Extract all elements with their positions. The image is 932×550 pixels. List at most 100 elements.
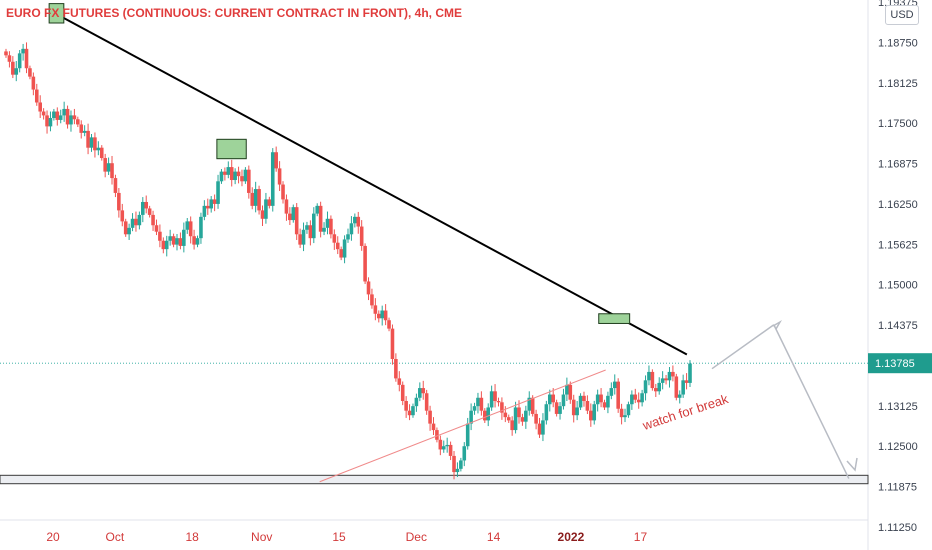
candle (4, 48, 8, 58)
candle (606, 391, 610, 414)
candle (14, 60, 19, 82)
candle (431, 417, 436, 435)
price-tick-label: 1.18125 (878, 78, 918, 90)
candle (684, 373, 689, 390)
candle (58, 109, 63, 124)
candle (216, 174, 220, 209)
arrow-head-up (772, 319, 783, 330)
candle (325, 211, 330, 235)
candle (421, 380, 426, 400)
candle (62, 101, 66, 122)
candle (346, 228, 350, 243)
candle (281, 181, 285, 204)
candle (229, 159, 234, 187)
candle (17, 50, 22, 73)
price-tick-label: 1.15625 (878, 239, 918, 251)
candle (260, 205, 265, 227)
candle (96, 141, 101, 156)
candle (178, 232, 183, 250)
candle (493, 384, 497, 408)
candle (315, 203, 320, 217)
price-tick-label: 1.16250 (878, 199, 918, 211)
candle (188, 216, 193, 244)
candle (288, 207, 292, 225)
candle (612, 374, 617, 395)
candle (589, 403, 593, 427)
candle (397, 371, 402, 392)
candle (404, 396, 408, 418)
candle (243, 167, 248, 184)
candle (79, 120, 84, 139)
candle (592, 400, 597, 425)
candle (459, 457, 463, 472)
candle (192, 229, 196, 250)
candle (448, 441, 453, 461)
candle (267, 196, 272, 209)
candle (120, 203, 125, 227)
candle (185, 218, 190, 234)
candle (647, 365, 651, 386)
candle (11, 56, 15, 79)
candle (335, 236, 340, 255)
candle (247, 165, 251, 199)
candle (688, 360, 692, 388)
candle (322, 222, 326, 236)
candle (551, 388, 555, 408)
candle (21, 43, 25, 61)
candle (158, 224, 162, 248)
time-tick-label: 15 (332, 530, 346, 544)
candle (223, 167, 227, 181)
last-price-badge-label: 1.13785 (875, 358, 915, 370)
candle (130, 213, 135, 232)
support-zone (0, 474, 869, 485)
candle (671, 365, 675, 382)
candle (99, 145, 104, 161)
candle (414, 393, 419, 412)
candle (486, 403, 491, 427)
candle (472, 402, 477, 415)
annotation-text: watch for break (640, 391, 731, 433)
candle (69, 110, 73, 132)
candle (41, 108, 46, 120)
currency-button[interactable]: USD (885, 5, 919, 25)
candle (677, 390, 682, 404)
candle (568, 381, 573, 404)
candle (45, 110, 49, 134)
candle (151, 210, 155, 231)
candle (619, 403, 624, 425)
candle (476, 392, 480, 414)
candle (199, 212, 203, 244)
candle (660, 371, 665, 390)
candle (294, 203, 299, 240)
candle (318, 201, 323, 238)
candle (277, 161, 282, 191)
candle (667, 367, 672, 388)
candle (339, 246, 343, 261)
candle (633, 388, 638, 404)
candle (353, 213, 357, 228)
candle (527, 391, 532, 416)
candle (154, 219, 159, 236)
candle (363, 243, 367, 285)
candle (240, 169, 244, 187)
candle (623, 408, 627, 423)
candle (630, 390, 634, 410)
green-zone-2 (216, 138, 247, 160)
candle (117, 188, 121, 218)
candle (106, 157, 111, 175)
candle (438, 435, 443, 456)
candle (342, 235, 347, 264)
candle (380, 305, 384, 326)
candle (500, 397, 504, 420)
candle (233, 168, 237, 185)
candle (250, 187, 255, 210)
candle (506, 414, 511, 423)
candle (547, 389, 552, 412)
candle (469, 403, 473, 431)
candle (202, 200, 207, 221)
candle (465, 417, 470, 450)
time-tick-label: 20 (46, 530, 60, 544)
time-tick-label: 18 (185, 530, 199, 544)
candle (558, 402, 562, 420)
